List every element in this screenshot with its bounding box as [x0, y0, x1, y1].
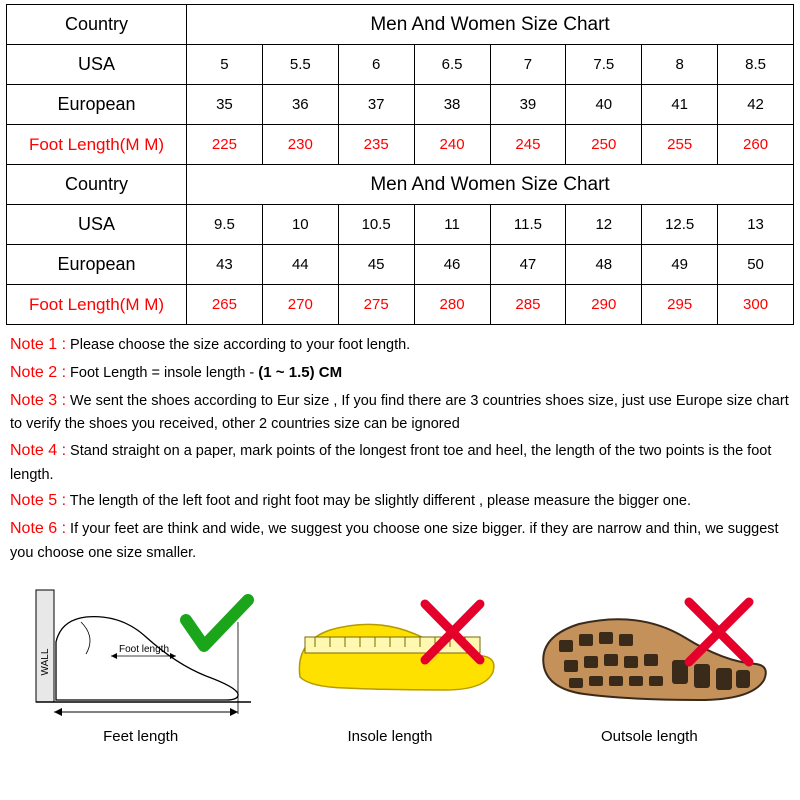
outsole-caption: Outsole length: [601, 728, 698, 745]
cell: 5: [187, 45, 263, 85]
note-key: Note 1 :: [10, 336, 66, 353]
cell: 255: [642, 125, 718, 165]
cell: 250: [566, 125, 642, 165]
note-2: Note 2 : Foot Length = insole length - (…: [10, 361, 790, 386]
feet-length-svg: WALL Foot length: [26, 582, 256, 722]
cell: 40: [566, 85, 642, 125]
table-row: USA 5 5.5 6 6.5 7 7.5 8 8.5: [7, 45, 794, 85]
note-4: Note 4 : Stand straight on a paper, mark…: [10, 439, 790, 486]
cell: 10: [262, 205, 338, 245]
note-key: Note 2 :: [10, 364, 66, 381]
table-row: European 35 36 37 38 39 40 41 42: [7, 85, 794, 125]
cell: 235: [338, 125, 414, 165]
cell: 50: [718, 245, 794, 285]
cell: 13: [718, 205, 794, 245]
cell: 10.5: [338, 205, 414, 245]
note-key: Note 4 :: [10, 442, 66, 459]
outsole-length-diagram: Outsole length: [524, 582, 774, 745]
cell: 225: [187, 125, 263, 165]
cell: 39: [490, 85, 566, 125]
cell: 36: [262, 85, 338, 125]
insole-caption: Insole length: [347, 728, 432, 745]
outsole-length-svg: [524, 582, 774, 722]
note-text: Foot Length = insole length -: [66, 365, 258, 381]
cell: 285: [490, 285, 566, 325]
cell: 265: [187, 285, 263, 325]
note-5: Note 5 : The length of the left foot and…: [10, 489, 790, 514]
note-key: Note 6 :: [10, 520, 66, 537]
note-1: Note 1 : Please choose the size accordin…: [10, 333, 790, 358]
cell: 43: [187, 245, 263, 285]
cell: 42: [718, 85, 794, 125]
cell: 290: [566, 285, 642, 325]
cell: 46: [414, 245, 490, 285]
cell: 240: [414, 125, 490, 165]
cell: 230: [262, 125, 338, 165]
note-text: Please choose the size according to your…: [66, 337, 410, 353]
insole-length-svg: [275, 582, 505, 722]
t2-header-left: Country: [7, 165, 187, 205]
note-6: Note 6 : If your feet are think and wide…: [10, 517, 790, 564]
table-row: European 43 44 45 46 47 48 49 50: [7, 245, 794, 285]
row-label: Foot Length(M M): [7, 285, 187, 325]
note-text: If your feet are think and wide, we sugg…: [10, 521, 779, 561]
cell: 7.5: [566, 45, 642, 85]
table-row: Foot Length(M M) 265 270 275 280 285 290…: [7, 285, 794, 325]
t2-header-title: Men And Women Size Chart: [187, 165, 794, 205]
t1-header-left: Country: [7, 5, 187, 45]
cell: 48: [566, 245, 642, 285]
cell: 11.5: [490, 205, 566, 245]
row-label: Foot Length(M M): [7, 125, 187, 165]
cell: 38: [414, 85, 490, 125]
cell: 45: [338, 245, 414, 285]
cell: 37: [338, 85, 414, 125]
row-label: European: [7, 85, 187, 125]
cell: 35: [187, 85, 263, 125]
cell: 12.5: [642, 205, 718, 245]
cell: 8: [642, 45, 718, 85]
cell: 245: [490, 125, 566, 165]
table-row: Foot Length(M M) 225 230 235 240 245 250…: [7, 125, 794, 165]
svg-text:Foot length: Foot length: [119, 644, 169, 655]
table-row: USA 9.5 10 10.5 11 11.5 12 12.5 13: [7, 205, 794, 245]
cell: 47: [490, 245, 566, 285]
cell: 7: [490, 45, 566, 85]
row-label: USA: [7, 205, 187, 245]
note-text: Stand straight on a paper, mark points o…: [10, 443, 771, 483]
cell: 44: [262, 245, 338, 285]
cell: 9.5: [187, 205, 263, 245]
cross-icon: [689, 602, 749, 662]
note-emph: (1 ~ 1.5) CM: [258, 364, 342, 381]
note-text: We sent the shoes according to Eur size …: [10, 393, 789, 433]
note-text: The length of the left foot and right fo…: [66, 493, 691, 509]
cell: 295: [642, 285, 718, 325]
diagrams-row: WALL Foot length: [6, 582, 794, 755]
row-label: European: [7, 245, 187, 285]
cell: 6: [338, 45, 414, 85]
insole-length-diagram: Insole length: [275, 582, 505, 745]
cell: 11: [414, 205, 490, 245]
feet-length-diagram: WALL Foot length: [26, 582, 256, 745]
cell: 270: [262, 285, 338, 325]
note-3: Note 3 : We sent the shoes according to …: [10, 389, 790, 436]
t1-header-title: Men And Women Size Chart: [187, 5, 794, 45]
cell: 260: [718, 125, 794, 165]
cell: 5.5: [262, 45, 338, 85]
note-key: Note 5 :: [10, 492, 66, 509]
row-label: USA: [7, 45, 187, 85]
cell: 300: [718, 285, 794, 325]
cell: 275: [338, 285, 414, 325]
cell: 12: [566, 205, 642, 245]
note-key: Note 3 :: [10, 392, 66, 409]
cell: 6.5: [414, 45, 490, 85]
cell: 41: [642, 85, 718, 125]
svg-text:WALL: WALL: [40, 648, 51, 675]
cell: 280: [414, 285, 490, 325]
notes-block: Note 1 : Please choose the size accordin…: [6, 333, 794, 564]
feet-caption: Feet length: [103, 728, 178, 745]
cell: 8.5: [718, 45, 794, 85]
size-chart-table: Country Men And Women Size Chart USA 5 5…: [6, 4, 794, 325]
cell: 49: [642, 245, 718, 285]
